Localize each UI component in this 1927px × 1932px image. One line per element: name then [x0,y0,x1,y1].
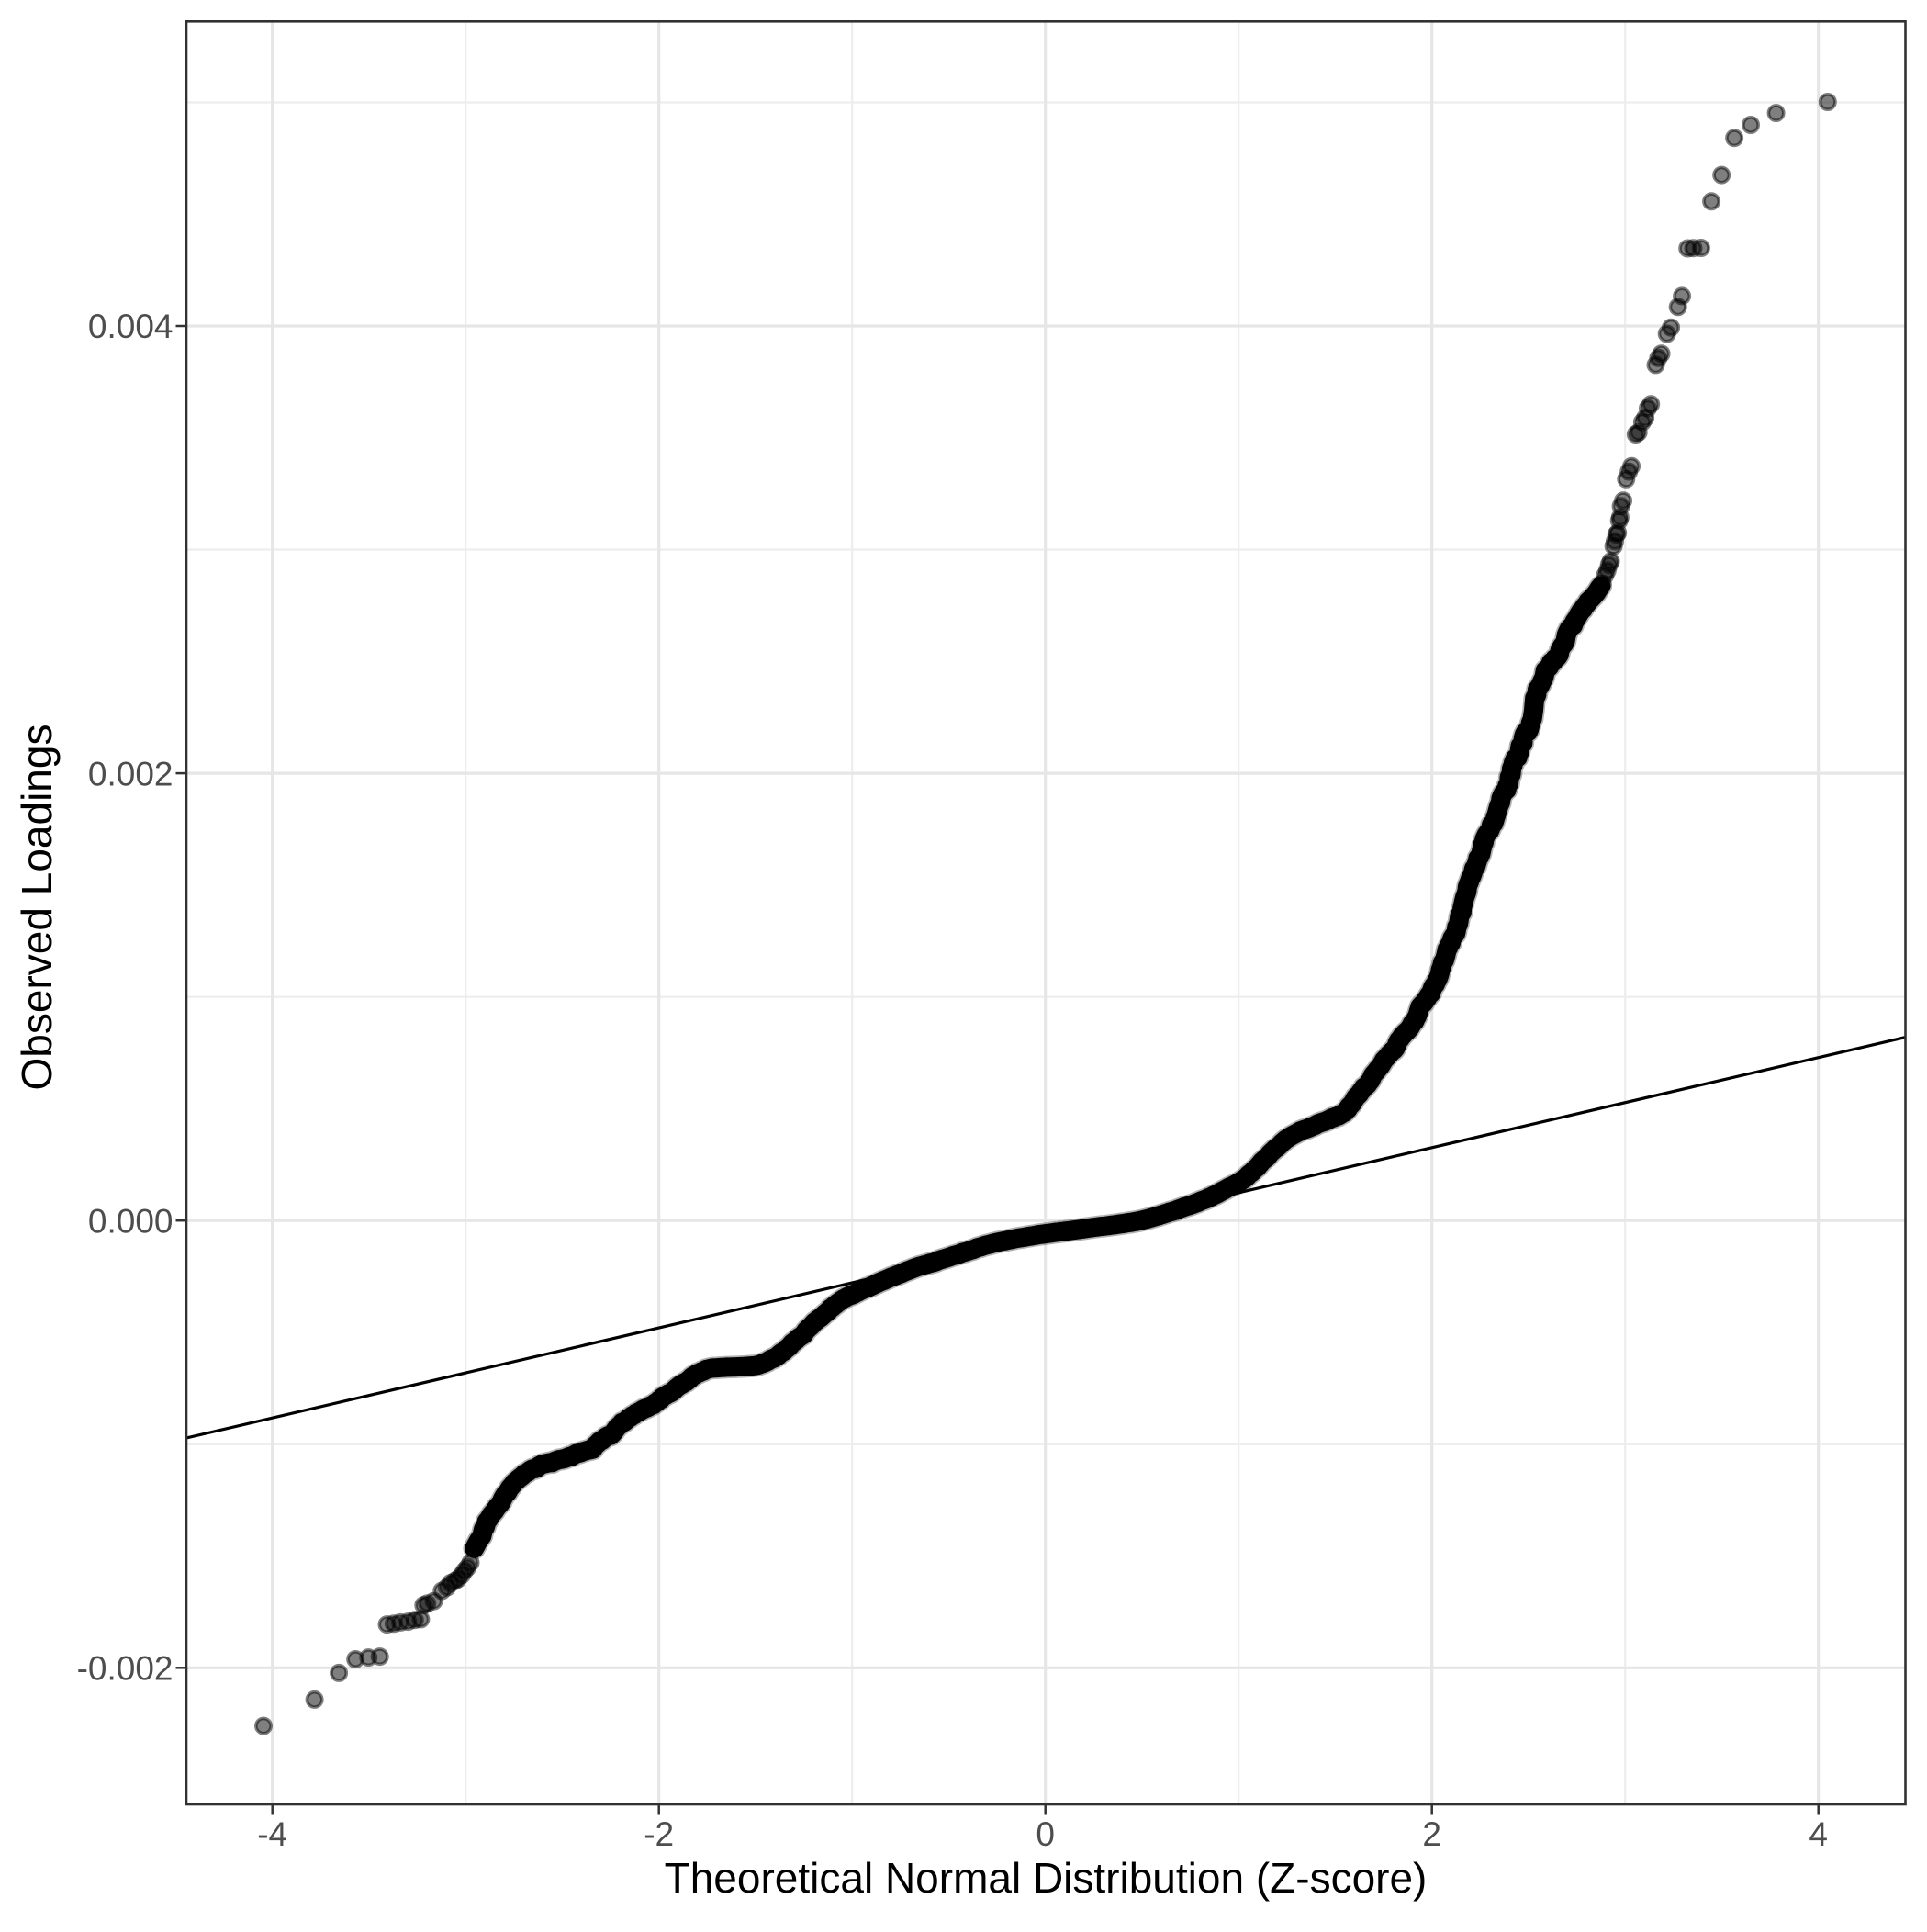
svg-text:-0.002: -0.002 [77,1650,174,1688]
svg-text:0.000: 0.000 [88,1202,174,1240]
svg-text:Observed Loadings: Observed Loadings [13,724,61,1091]
svg-text:0: 0 [1036,1815,1055,1853]
svg-text:0.004: 0.004 [88,308,174,345]
svg-text:-4: -4 [257,1815,287,1853]
svg-text:0.002: 0.002 [88,755,174,792]
svg-text:2: 2 [1422,1815,1441,1853]
svg-text:Theoretical Normal Distributio: Theoretical Normal Distribution (Z-score… [665,1854,1428,1902]
svg-text:-2: -2 [644,1815,674,1853]
svg-text:4: 4 [1809,1815,1828,1853]
